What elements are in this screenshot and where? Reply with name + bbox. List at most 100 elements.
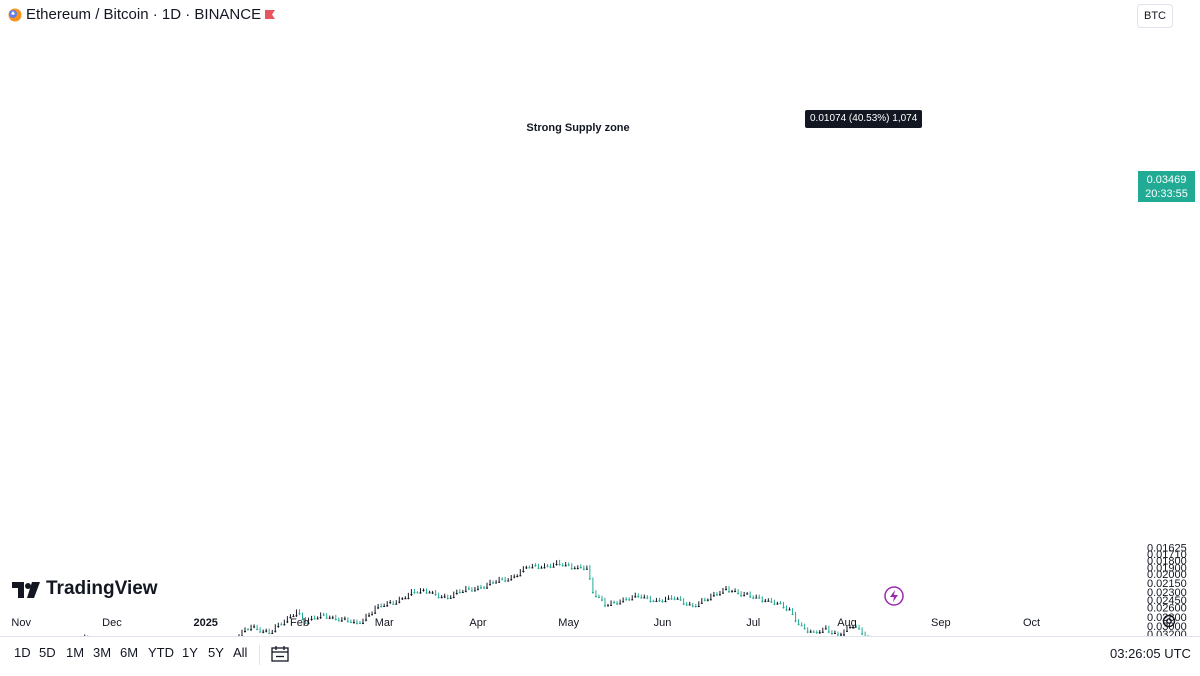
range-6m[interactable]: 6M <box>120 645 138 660</box>
candle-body <box>311 619 313 620</box>
candle-body <box>531 567 533 568</box>
candle-body <box>761 601 763 602</box>
candle-body <box>525 567 527 568</box>
candle-body <box>250 629 252 630</box>
candle-body <box>368 615 370 616</box>
candle-body <box>574 568 576 569</box>
candle-body <box>665 601 667 602</box>
candle-body <box>286 621 288 622</box>
candle-body <box>728 591 730 592</box>
candle-body <box>698 606 700 607</box>
candle-body <box>831 633 833 634</box>
range-5d[interactable]: 5D <box>39 645 56 660</box>
candle-body <box>683 603 685 604</box>
candle-body <box>534 565 536 566</box>
candle-body <box>580 567 582 568</box>
time-tick-label: Sep <box>931 617 951 629</box>
candle-body <box>598 597 600 598</box>
candle-body <box>559 564 561 565</box>
candle-body <box>562 565 564 566</box>
candle-body <box>680 599 682 600</box>
candle-body <box>737 593 739 594</box>
range-ytd[interactable]: YTD <box>148 645 174 660</box>
candle-body <box>298 613 300 614</box>
candle-body <box>259 632 261 633</box>
candle-body <box>386 605 388 606</box>
candle-body <box>341 620 343 621</box>
candle-body <box>253 626 255 627</box>
candle-body <box>353 622 355 623</box>
range-5y[interactable]: 5Y <box>208 645 224 660</box>
candle-body <box>323 614 325 615</box>
candle-body <box>749 596 751 597</box>
candle-body <box>565 565 567 566</box>
range-all[interactable]: All <box>233 645 247 660</box>
candle-body <box>661 601 663 602</box>
candle-body <box>444 596 446 597</box>
candle-body <box>265 631 267 632</box>
candle-body <box>314 618 316 619</box>
candle-body <box>822 632 824 633</box>
candle-body <box>713 595 715 596</box>
candle-body <box>459 592 461 593</box>
candle-body <box>628 599 630 600</box>
candle-body <box>764 601 766 602</box>
range-1y[interactable]: 1Y <box>182 645 198 660</box>
candle-body <box>858 629 860 630</box>
candle-body <box>501 579 503 580</box>
utc-clock[interactable]: 03:26:05 UTC <box>1110 646 1191 661</box>
candle-body <box>483 588 485 589</box>
candle-body <box>383 606 385 607</box>
candle-body <box>398 602 400 603</box>
candle-body <box>786 609 788 610</box>
candle-body <box>540 568 542 569</box>
candle-body <box>410 594 412 595</box>
candle-body <box>283 624 285 625</box>
candle-body <box>619 603 621 604</box>
candle-body <box>377 607 379 608</box>
supply-zone-label: Strong Supply zone <box>526 122 629 134</box>
range-1m[interactable]: 1M <box>66 645 84 660</box>
candle-body <box>256 629 258 630</box>
candle-body <box>616 603 618 604</box>
candle-body <box>704 600 706 601</box>
candle-body <box>320 617 322 618</box>
candle-body <box>677 599 679 600</box>
candle-body <box>335 619 337 620</box>
price-chart[interactable]: 0.042000.038000.036000.032000.030000.028… <box>0 0 1200 636</box>
candle-body <box>589 578 591 579</box>
candle-body <box>365 620 367 621</box>
time-tick-label: Jun <box>654 617 672 629</box>
gear-icon[interactable] <box>1161 613 1177 629</box>
range-1d[interactable]: 1D <box>14 645 31 660</box>
candle-body <box>492 582 494 583</box>
candle-body <box>861 633 863 634</box>
candle-body <box>395 604 397 605</box>
candle-body <box>277 626 279 627</box>
candle-body <box>583 569 585 570</box>
candle-body <box>801 625 803 626</box>
candle-body <box>332 617 334 618</box>
calendar-range-icon[interactable] <box>270 644 290 664</box>
candle-body <box>752 598 754 599</box>
candle-body <box>547 566 549 567</box>
candle-body <box>834 633 836 634</box>
candle-body <box>776 604 778 605</box>
candle-body <box>743 595 745 596</box>
candle-body <box>317 618 319 619</box>
candle-body <box>537 568 539 569</box>
candle-body <box>350 622 352 623</box>
candle-body <box>625 599 627 600</box>
range-3m[interactable]: 3M <box>93 645 111 660</box>
lightning-icon[interactable] <box>884 586 904 606</box>
measure-label: 0.01074 (40.53%) 1,074 <box>805 110 922 128</box>
candle-body <box>280 624 282 625</box>
time-tick-label: Mar <box>375 617 394 629</box>
last-price-tag: 0.03469 20:33:55 <box>1138 171 1195 202</box>
candle-body <box>773 604 775 605</box>
candle-body <box>447 598 449 599</box>
candle-body <box>522 571 524 572</box>
candle-body <box>652 601 654 602</box>
time-tick-label: Jul <box>746 617 760 629</box>
